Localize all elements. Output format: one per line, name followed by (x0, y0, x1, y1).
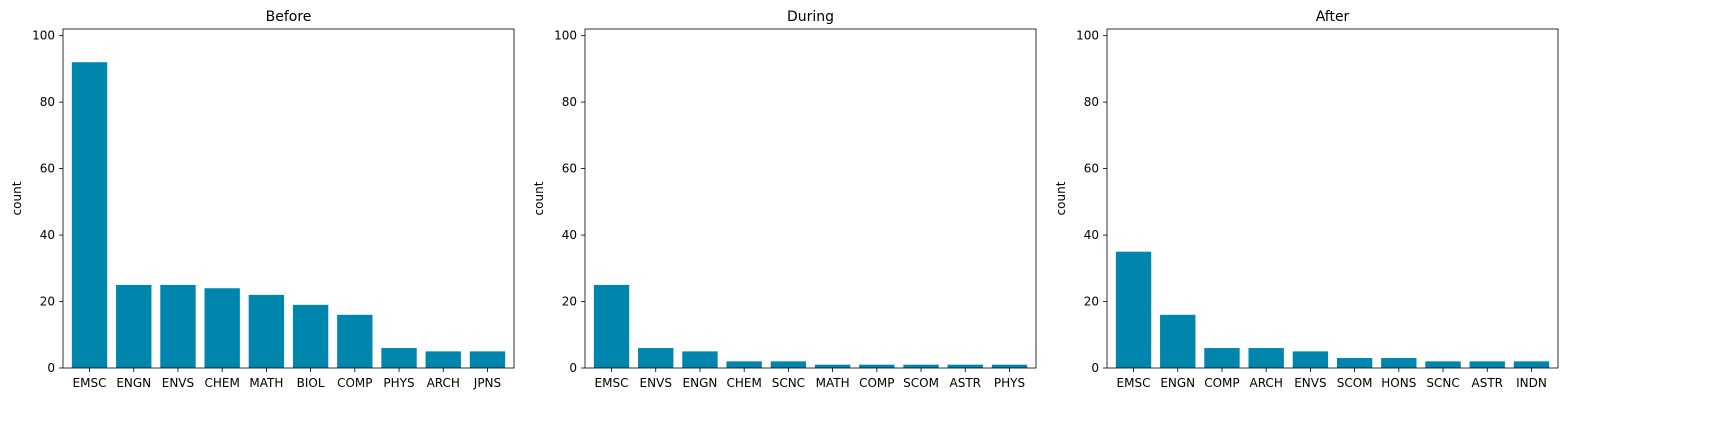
x-tick-label: ASTR (1472, 376, 1504, 390)
bar-envs (638, 348, 674, 368)
x-tick-label: MATH (249, 376, 283, 390)
bar-comp (337, 314, 373, 368)
bar-phys (991, 364, 1028, 368)
x-tick-label: COMP (859, 376, 894, 390)
bar-scnc (1425, 361, 1461, 368)
x-tick-label: ENGN (116, 376, 151, 390)
bar-hons (1381, 358, 1417, 368)
x-tick-label: EMSC (595, 376, 629, 390)
y-tick-label: 40 (40, 228, 55, 242)
y-tick-label: 0 (1091, 361, 1099, 375)
x-tick-label: MATH (816, 376, 850, 390)
y-tick-label: 80 (1084, 95, 1099, 109)
y-tick-label: 20 (40, 295, 55, 309)
bar-jpns (469, 351, 506, 368)
y-tick-label: 100 (32, 29, 55, 43)
x-tick-label: ENVS (162, 376, 194, 390)
y-tick-label: 80 (40, 95, 55, 109)
bar-emsc (71, 62, 108, 369)
x-tick-label: ENGN (683, 376, 718, 390)
y-tick-label: 0 (569, 361, 577, 375)
y-tick-label: 40 (1084, 228, 1099, 242)
y-tick-label: 60 (40, 162, 55, 176)
bar-chem (204, 288, 240, 368)
bar-biol (292, 304, 329, 368)
x-tick-label: PHYS (994, 376, 1025, 390)
panel-after: After count EMSC ENGN COMP ARCH ENVS SCOM HONS… (1054, 9, 1559, 390)
y-axis-label: count (1054, 181, 1068, 215)
x-tick-label: SCNC (772, 376, 805, 390)
y-tick-label: 80 (562, 95, 577, 109)
bar-emsc (593, 284, 630, 368)
x-tick-label: JPNS (473, 376, 501, 390)
y-tick-label: 20 (1084, 295, 1099, 309)
y-tick-label: 60 (562, 162, 577, 176)
bar-arch (1248, 348, 1284, 368)
x-tick-label: COMP (337, 376, 372, 390)
bar-math (814, 364, 851, 368)
x-tick-label: HONS (1381, 376, 1416, 390)
x-tick-label: EMSC (1117, 376, 1151, 390)
y-tick-label: 60 (1084, 162, 1099, 176)
bar-scnc (770, 361, 807, 368)
x-tick-label: CHEM (727, 376, 762, 390)
panel-title: After (1316, 9, 1350, 25)
bar-comp (1204, 348, 1240, 368)
x-tick-label: SCOM (903, 376, 939, 390)
bar-astr (1469, 361, 1505, 368)
bar-envs (1292, 351, 1329, 368)
x-tick-label: CHEM (205, 376, 240, 390)
panel-before: Before count EMSC ENGN ENVS CHEM MATH BIOL COM… (10, 9, 515, 390)
bar-scom (1336, 358, 1373, 368)
bar-engn (116, 284, 152, 368)
x-tick-label: PHYS (383, 376, 414, 390)
bar-chem (726, 361, 762, 368)
x-tick-label: SCOM (1337, 376, 1373, 390)
bar-phys (381, 348, 417, 368)
bar-scom (903, 364, 939, 368)
x-tick-label: ASTR (950, 376, 982, 390)
x-tick-label: ENVS (640, 376, 672, 390)
x-tick-label: SCNC (1426, 376, 1459, 390)
bar-engn (1160, 314, 1196, 368)
y-tick-label: 100 (1076, 29, 1099, 43)
y-tick-label: 100 (554, 29, 577, 43)
y-axis-label: count (10, 181, 24, 215)
x-tick-label: ARCH (1249, 376, 1282, 390)
y-tick-label: 20 (562, 295, 577, 309)
bar-emsc (1115, 251, 1152, 368)
bar-indn (1513, 361, 1550, 368)
bar-math (248, 294, 285, 368)
bar-astr (947, 364, 983, 368)
x-tick-label: BIOL (297, 376, 325, 390)
x-tick-label: EMSC (73, 376, 107, 390)
bar-comp (859, 364, 895, 368)
plot-frame (62, 28, 515, 369)
bar-arch (425, 351, 461, 368)
bar-envs (160, 284, 196, 368)
x-tick-label: ARCH (427, 376, 460, 390)
x-tick-label: COMP (1204, 376, 1239, 390)
y-axis-label: count (532, 181, 546, 215)
plot-frame (584, 28, 1037, 369)
x-tick-label: ENGN (1160, 376, 1195, 390)
bar-engn (682, 351, 718, 368)
panel-title: Before (266, 9, 312, 25)
panel-title: During (787, 9, 834, 25)
x-tick-label: ENVS (1294, 376, 1326, 390)
plot-frame (1106, 28, 1559, 369)
x-tick-label: INDN (1516, 376, 1547, 390)
y-tick-label: 40 (562, 228, 577, 242)
y-tick-label: 0 (47, 361, 55, 375)
panel-during: During count EMSC ENVS ENGN CHEM SCNC MATH COM… (532, 9, 1037, 390)
